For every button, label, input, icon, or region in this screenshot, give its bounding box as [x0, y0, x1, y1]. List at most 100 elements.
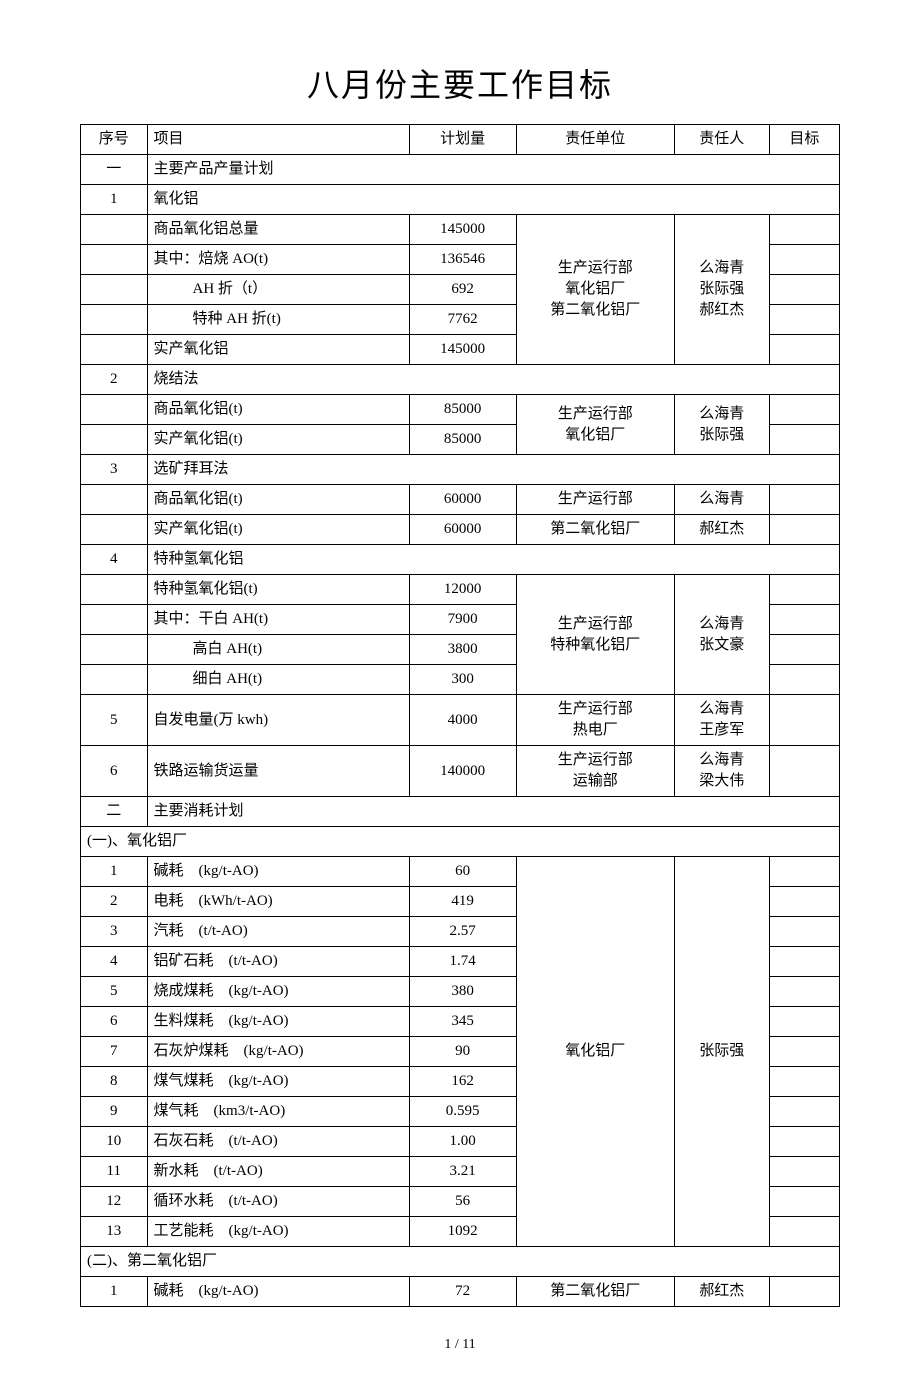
subsection-row: 4 特种氢氧化铝: [81, 545, 840, 575]
cell-item: 电耗 (kWh/t-AO): [147, 887, 409, 917]
cell-goal: [769, 635, 839, 665]
page-number: 1 / 11: [80, 1337, 840, 1353]
cell-item: 自发电量(万 kwh): [147, 695, 409, 746]
cell-section-label: 主要产品产量计划: [147, 155, 839, 185]
th-resp: 责任人: [674, 125, 769, 155]
cell-item: 煤气耗 (km3/t-AO): [147, 1097, 409, 1127]
cell-plan: 140000: [409, 746, 516, 797]
subsection-row: 2 烧结法: [81, 365, 840, 395]
cell-plan: 3.21: [409, 1157, 516, 1187]
cell-seq: 3: [81, 455, 148, 485]
cell-item: 其中：焙烧 AO(t): [147, 245, 409, 275]
cell-goal: [769, 1007, 839, 1037]
cell-item: 石灰炉煤耗 (kg/t-AO): [147, 1037, 409, 1067]
cell-subsection-label: 特种氢氧化铝: [147, 545, 839, 575]
cell-dept: 第二氧化铝厂: [516, 1277, 674, 1307]
cell-goal: [769, 947, 839, 977]
cell-item-name: 汽耗: [154, 923, 184, 939]
cell-plan: 0.595: [409, 1097, 516, 1127]
cell-seq: [81, 665, 148, 695]
cell-dept: 生产运行部氧化铝厂第二氧化铝厂: [516, 215, 674, 365]
cell-item-name: 烧成煤耗: [154, 983, 214, 999]
cell-section-label: 主要消耗计划: [147, 797, 839, 827]
cell-dept: 生产运行部热电厂: [516, 695, 674, 746]
cell-item: 工艺能耗 (kg/t-AO): [147, 1217, 409, 1247]
cell-item-unit: (kg/t-AO): [199, 1283, 259, 1299]
cell-item-unit: (t/t-AO): [229, 1193, 278, 1209]
cell-seq: 2: [81, 365, 148, 395]
cell-item: 石灰石耗 (t/t-AO): [147, 1127, 409, 1157]
cell-resp: 么海青张际强郝红杰: [674, 215, 769, 365]
cell-plan: 136546: [409, 245, 516, 275]
cell-seq: 2: [81, 887, 148, 917]
cell-item: 特种氢氧化铝(t): [147, 575, 409, 605]
cell-item: 实产氧化铝(t): [147, 425, 409, 455]
table-row: 实产氧化铝(t) 60000 第二氧化铝厂 郝红杰: [81, 515, 840, 545]
cell-seq: [81, 275, 148, 305]
table-row: 特种氢氧化铝(t) 12000 生产运行部特种氧化铝厂 么海青张文豪: [81, 575, 840, 605]
cell-item-name: 石灰石耗: [154, 1133, 214, 1149]
cell-plan: 72: [409, 1277, 516, 1307]
cell-item: 细白 AH(t): [147, 665, 409, 695]
cell-seq: 5: [81, 977, 148, 1007]
cell-item-unit: (t/t-AO): [229, 1133, 278, 1149]
cell-item: 生料煤耗 (kg/t-AO): [147, 1007, 409, 1037]
cell-goal: [769, 515, 839, 545]
cell-item-name: 碱耗: [154, 1283, 184, 1299]
cell-seq: 11: [81, 1157, 148, 1187]
cell-goal: [769, 425, 839, 455]
cell-resp: 郝红杰: [674, 1277, 769, 1307]
cell-item-name: 煤气耗: [154, 1103, 199, 1119]
table-row: 商品氧化铝总量 145000 生产运行部氧化铝厂第二氧化铝厂 么海青张际强郝红杰: [81, 215, 840, 245]
cell-goal: [769, 1037, 839, 1067]
cell-item-unit: (kg/t-AO): [229, 1073, 289, 1089]
cell-goal: [769, 1067, 839, 1097]
cell-seq: 3: [81, 917, 148, 947]
cell-seq: [81, 605, 148, 635]
cell-goal: [769, 887, 839, 917]
cell-seq: 1: [81, 857, 148, 887]
cell-seq: 8: [81, 1067, 148, 1097]
cell-seq: [81, 635, 148, 665]
th-item: 项目: [147, 125, 409, 155]
cell-seq: [81, 425, 148, 455]
cell-subsection-label: 氧化铝: [147, 185, 839, 215]
cell-item: 烧成煤耗 (kg/t-AO): [147, 977, 409, 1007]
cell-goal: [769, 1187, 839, 1217]
page-title: 八月份主要工作目标: [80, 60, 840, 106]
cell-item-name: 循环水耗: [154, 1193, 214, 1209]
cell-resp: 么海青: [674, 485, 769, 515]
th-seq: 序号: [81, 125, 148, 155]
cell-item: 特种 AH 折(t): [147, 305, 409, 335]
cell-plan: 1.00: [409, 1127, 516, 1157]
cell-item: 碱耗 (kg/t-AO): [147, 1277, 409, 1307]
cell-item-name: 铝矿石耗: [154, 953, 214, 969]
cell-resp: 郝红杰: [674, 515, 769, 545]
cell-seq: [81, 335, 148, 365]
cell-plan: 692: [409, 275, 516, 305]
cell-seq: [81, 575, 148, 605]
work-goals-table: 序号 项目 计划量 责任单位 责任人 目标 一 主要产品产量计划 1 氧化铝 商…: [80, 124, 840, 1307]
cell-seq: [81, 215, 148, 245]
table-row: 6 铁路运输货运量 140000 生产运行部运输部 么海青梁大伟: [81, 746, 840, 797]
cell-seq: 1: [81, 185, 148, 215]
cell-item: AH 折（t）: [147, 275, 409, 305]
cell-seq: 4: [81, 545, 148, 575]
cell-subsection-label: 烧结法: [147, 365, 839, 395]
cell-dept: 生产运行部: [516, 485, 674, 515]
table-header-row: 序号 项目 计划量 责任单位 责任人 目标: [81, 125, 840, 155]
cell-goal: [769, 1127, 839, 1157]
table-row: 商品氧化铝(t) 85000 生产运行部氧化铝厂 么海青张际强: [81, 395, 840, 425]
cell-plan: 419: [409, 887, 516, 917]
cell-item-name: 碱耗: [154, 863, 184, 879]
cell-goal: [769, 245, 839, 275]
table-row: 商品氧化铝(t) 60000 生产运行部 么海青: [81, 485, 840, 515]
cell-item: 商品氧化铝(t): [147, 395, 409, 425]
cell-goal: [769, 215, 839, 245]
table-row: 5 自发电量(万 kwh) 4000 生产运行部热电厂 么海青王彦军: [81, 695, 840, 746]
cell-goal: [769, 857, 839, 887]
cell-item-unit: (kg/t-AO): [199, 863, 259, 879]
subsection-row: 3 选矿拜耳法: [81, 455, 840, 485]
cell-item-unit: (kg/t-AO): [229, 1013, 289, 1029]
cell-seq: 13: [81, 1217, 148, 1247]
